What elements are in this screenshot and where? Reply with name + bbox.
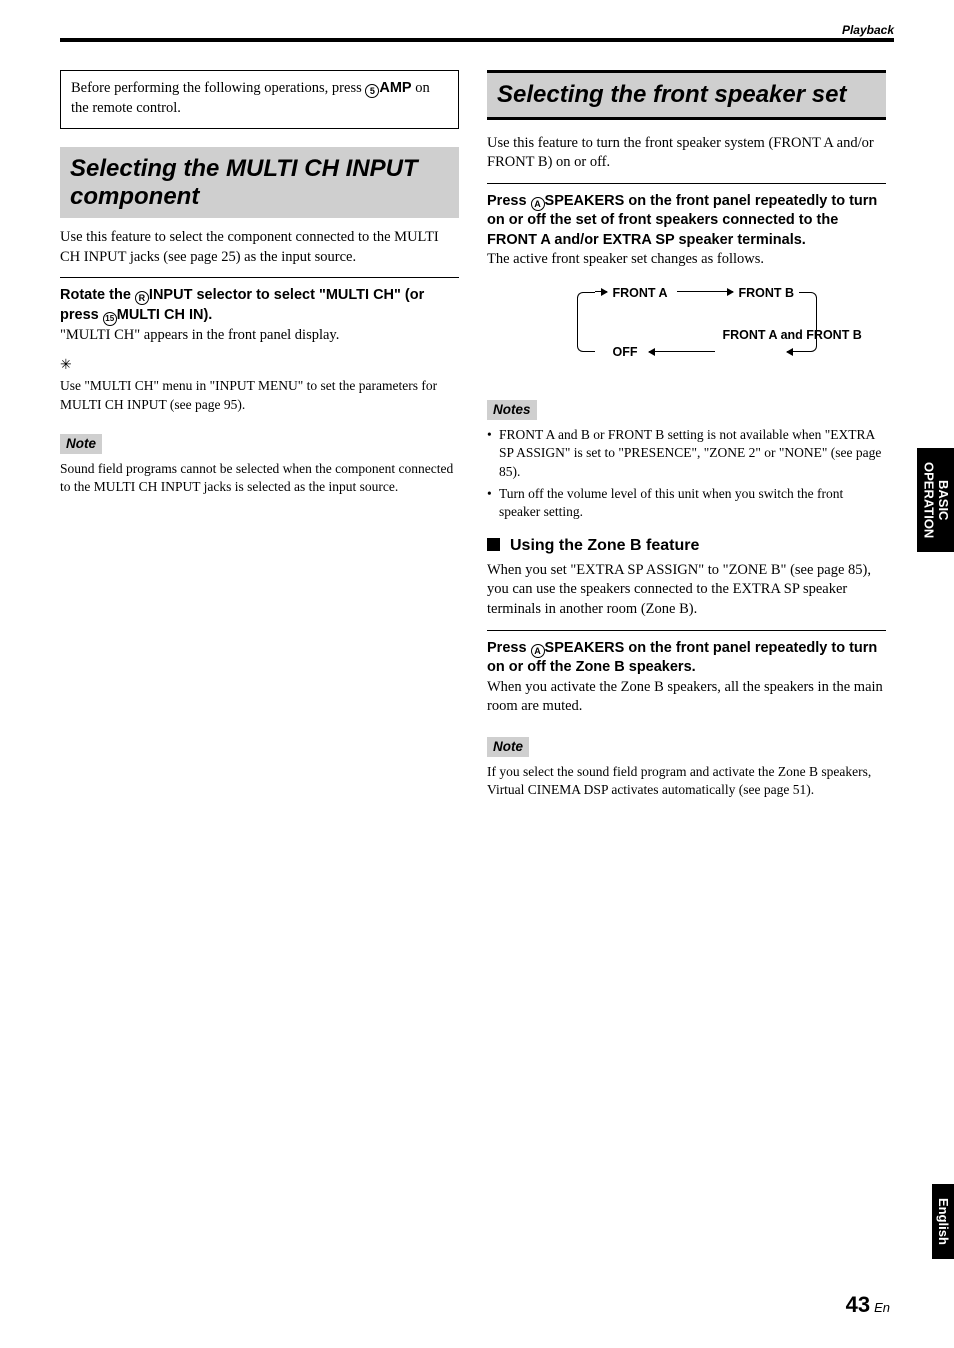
right-instruction-2: Press ASPEAKERS on the front panel repea… [487,639,886,678]
circled-15-icon: 15 [103,312,117,326]
page-number-value: 43 [846,1292,870,1317]
left-p1: Use this feature to select the component… [60,228,459,267]
circled-a-icon: A [531,197,545,211]
right-divider-1 [487,183,886,184]
side-tab-english: English [932,1184,954,1259]
header-section-label: Playback [842,22,894,38]
side-tab-line1: BASIC [936,480,951,520]
diagram-arrow-a-to-b [677,291,733,293]
left-instr-a: Rotate the [60,287,135,303]
right-p3: When you activate the Zone B speakers, a… [487,678,886,717]
page-number-suffix: En [874,1300,890,1315]
right-subheading-text: Using the Zone B feature [510,537,699,554]
diagram-right-path [799,292,817,352]
page-columns: Before performing the following operatio… [60,70,886,799]
left-note-label: Note [60,434,102,454]
left-tip: Use "MULTI CH" menu in "INPUT MENU" to s… [60,377,459,413]
square-bullet-icon [487,538,500,551]
diagram-arrow-ab-to-off [649,351,715,353]
left-p2: "MULTI CH" appears in the front panel di… [60,326,459,346]
diagram-arrow-to-front-a [595,291,607,293]
circled-r-icon: R [135,291,149,305]
right-heading: Selecting the front speaker set [487,70,886,120]
right-instr1-speakers: SPEAKERS [545,193,625,209]
diagram-arrow-to-ab [787,351,799,353]
right-notes-list: FRONT A and B or FRONT B setting is not … [487,426,886,521]
diagram-front-ab: FRONT A and FRONT B [723,328,787,342]
diagram-left-path [577,292,595,352]
right-subheading: Using the Zone B feature [487,535,886,557]
right-p2: The active front speaker set changes as … [487,250,886,270]
left-note-text: Sound field programs cannot be selected … [60,460,459,496]
callout-box: Before performing the following operatio… [60,70,459,129]
circled-a-icon-2: A [531,644,545,658]
speaker-cycle-diagram: FRONT A FRONT B FRONT A and FRONT B OFF [527,280,847,380]
left-heading: Selecting the MULTI CH INPUT component [60,147,459,218]
left-instr-input: INPUT [149,287,193,303]
left-instr-multi: MULTI CH IN [117,307,204,323]
left-divider [60,277,459,278]
right-note-1: FRONT A and B or FRONT B setting is not … [487,426,886,481]
right-note3-label: Note [487,737,529,757]
left-instruction: Rotate the RINPUT selector to select "MU… [60,286,459,326]
right-note-2: Turn off the volume level of this unit w… [487,485,886,521]
right-notes-label: Notes [487,400,537,420]
left-instr-c: ). [203,307,212,323]
callout-text-before: Before performing the following operatio… [71,80,365,96]
diagram-front-b: FRONT B [739,285,795,302]
tip-icon: ✳ [60,357,72,376]
right-sub-p: When you set "EXTRA SP ASSIGN" to "ZONE … [487,561,886,620]
diagram-off: OFF [613,344,638,361]
callout-amp: AMP [379,80,411,96]
right-column: Selecting the front speaker set Use this… [487,70,886,799]
left-column: Before performing the following operatio… [60,70,459,799]
side-tab-basic-operation: BASIC OPERATION [917,448,954,552]
right-divider-2 [487,630,886,631]
diagram-front-a: FRONT A [613,285,668,302]
right-instruction-1: Press ASPEAKERS on the front panel repea… [487,192,886,251]
right-instr2-speakers: SPEAKERS [545,640,625,656]
header-rule [60,38,894,42]
right-p1: Use this feature to turn the front speak… [487,134,886,173]
right-note3-text: If you select the sound field program an… [487,763,886,799]
right-instr2-a: Press [487,640,531,656]
side-tab-line2: OPERATION [922,462,937,538]
page-number: 43 En [846,1290,890,1320]
right-instr1-a: Press [487,193,531,209]
circled-5-icon: 5 [365,84,379,98]
